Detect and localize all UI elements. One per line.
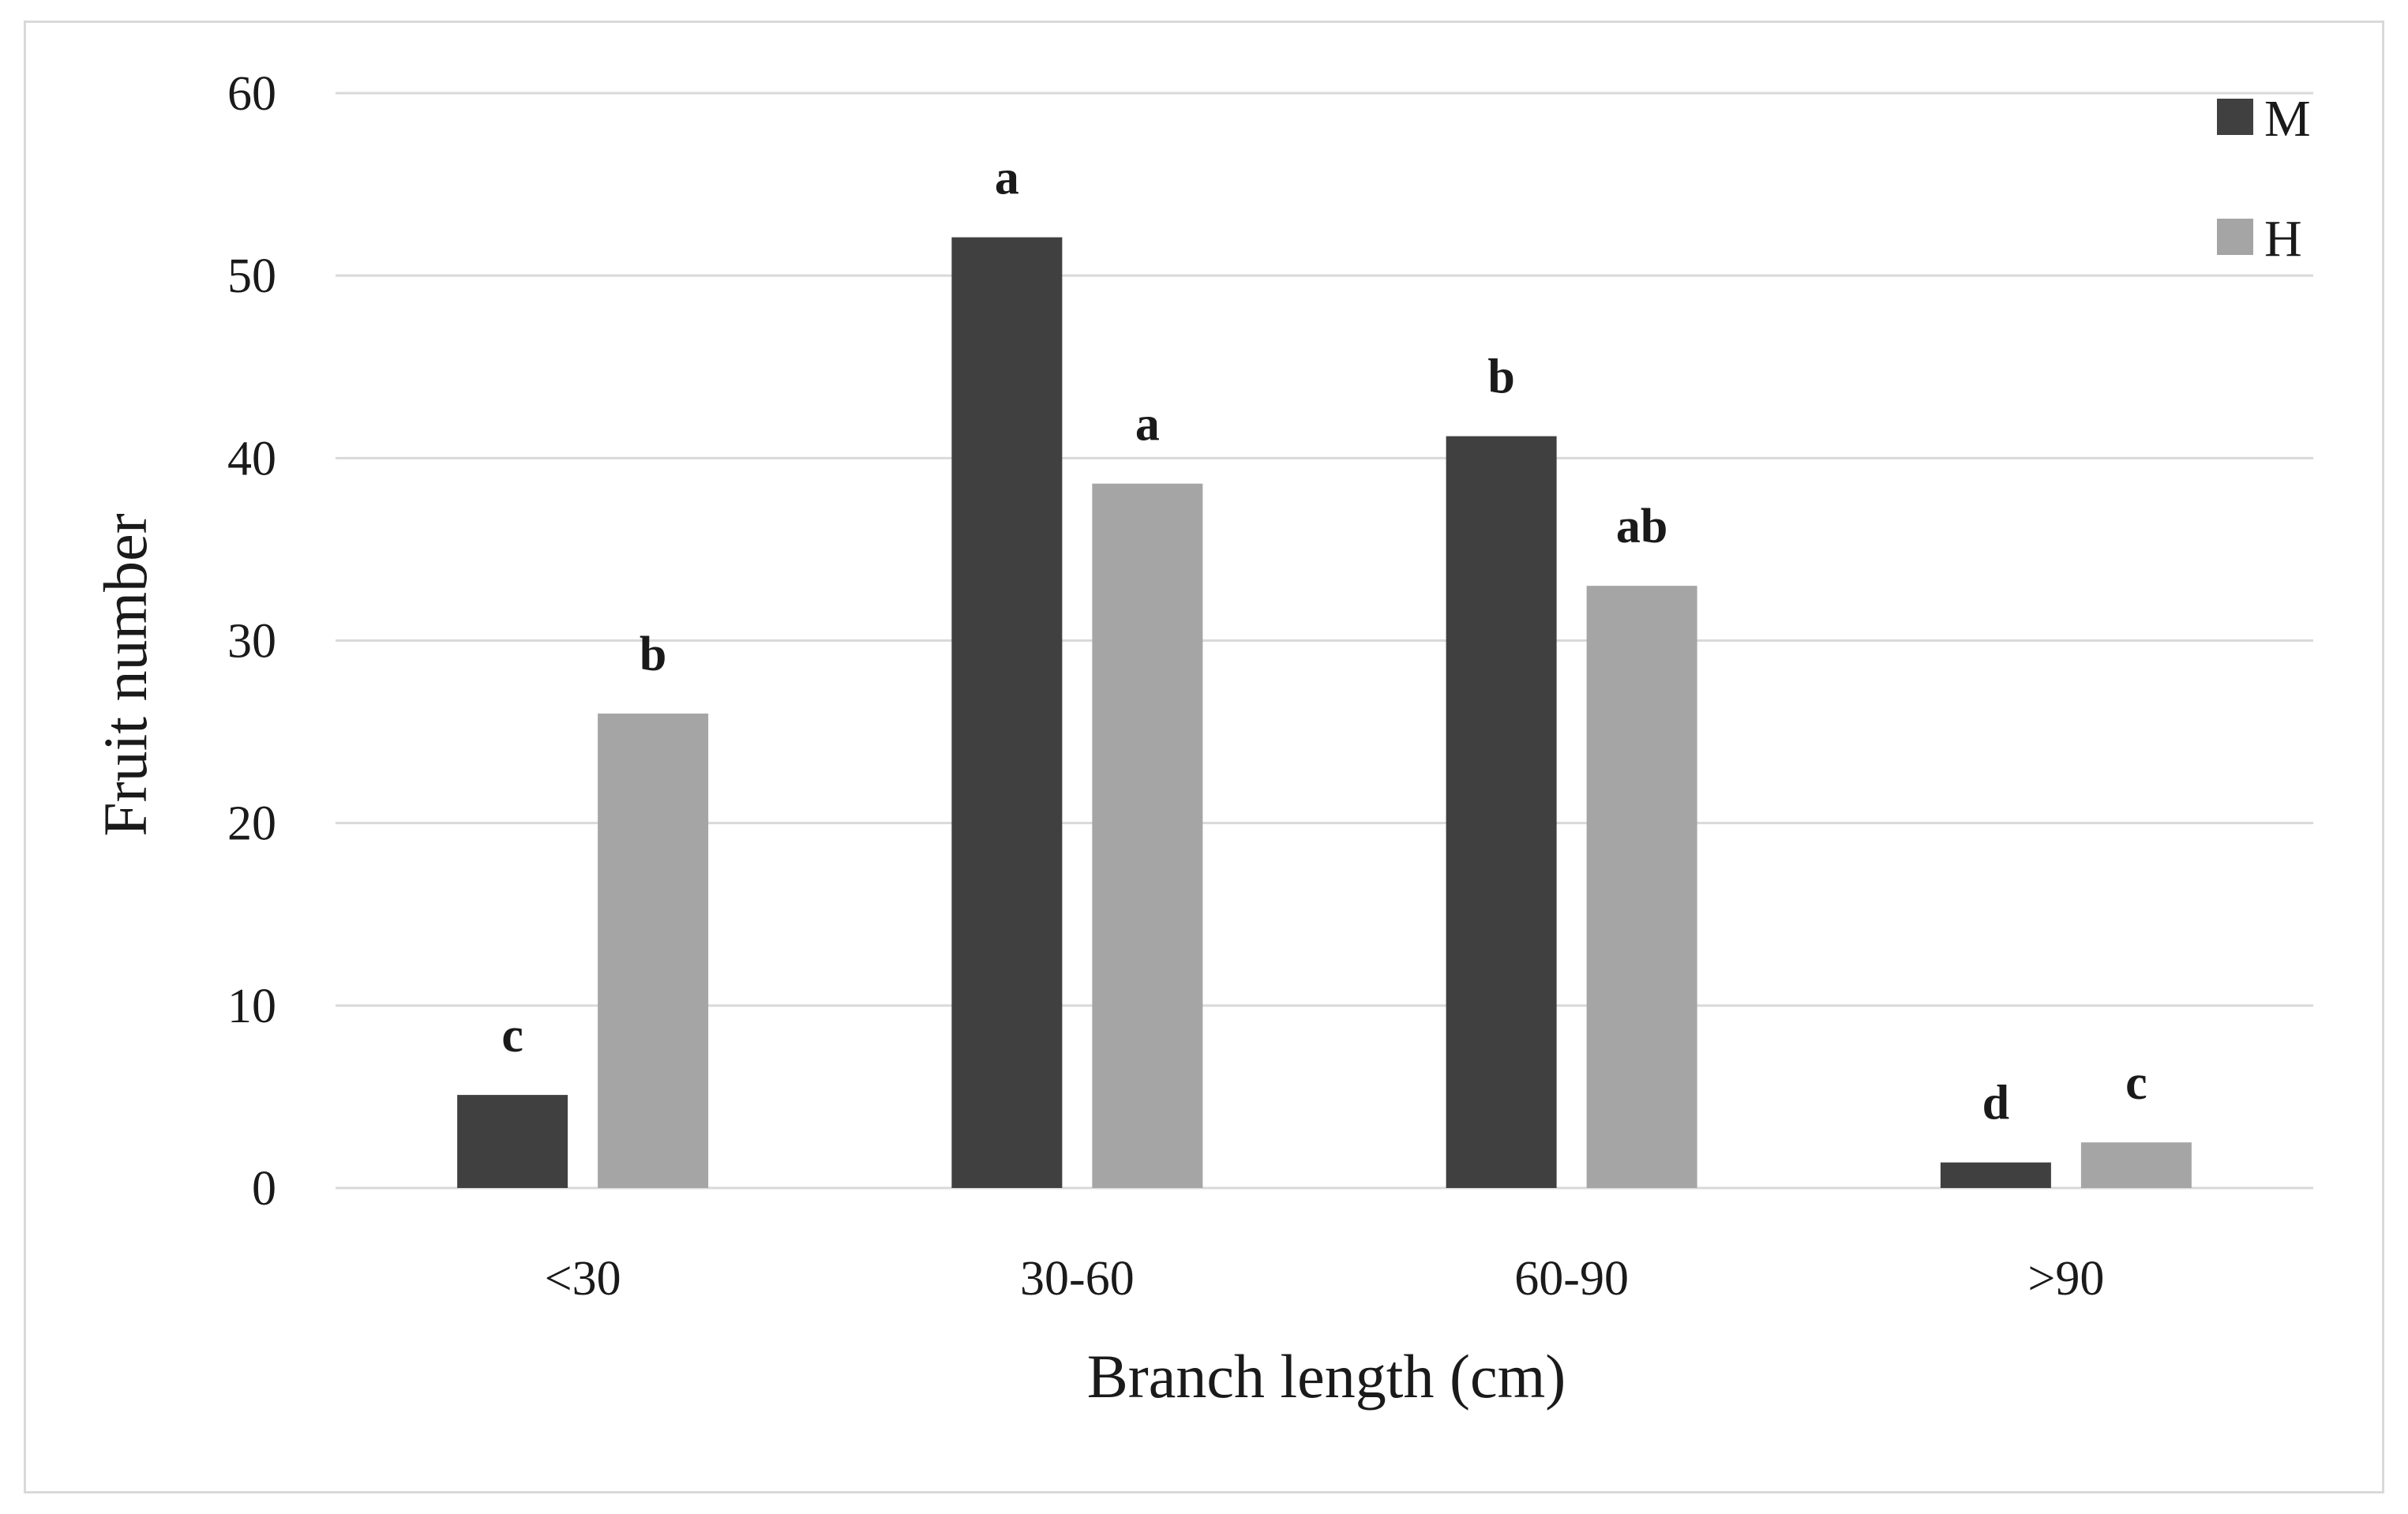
bar-H-3	[2080, 1142, 2192, 1188]
bar-H-1	[1092, 483, 1203, 1188]
bar-M-1	[951, 237, 1063, 1188]
bar-letter-label: a	[1135, 398, 1160, 452]
x-tick-label: 30-60	[1020, 1252, 1135, 1306]
bar-letter-label: c	[2125, 1056, 2147, 1110]
bars	[457, 237, 2192, 1188]
chart-frame	[24, 21, 2384, 1493]
y-axis-title: Fruit number	[91, 513, 159, 836]
bar-M-3	[1940, 1162, 2051, 1188]
bar-M-0	[457, 1095, 568, 1188]
bar-letter-label: c	[501, 1009, 523, 1062]
y-tick-label: 20	[227, 797, 276, 851]
bar-H-2	[1586, 586, 1697, 1188]
bar-letter-label: a	[995, 152, 1019, 205]
bar-letter-label: ab	[1616, 500, 1667, 553]
legend-label: H	[2264, 210, 2302, 268]
legend-swatch-H	[2217, 219, 2253, 255]
bar-letter-label: d	[1982, 1077, 2009, 1130]
bar-H-0	[598, 713, 709, 1188]
x-tick-label: <30	[545, 1252, 621, 1306]
bar-letter-label: b	[1487, 350, 1514, 404]
y-tick-label: 40	[227, 432, 276, 485]
legend-label: M	[2264, 90, 2311, 148]
y-tick-label: 30	[227, 615, 276, 669]
legend: MH	[2217, 90, 2311, 268]
y-tick-label: 0	[252, 1162, 276, 1216]
y-tick-label: 50	[227, 249, 276, 303]
x-axis-title: Branch length (cm)	[1087, 1342, 1566, 1411]
y-axis-ticks: 0 10 20 30 40 50 60	[227, 67, 276, 1216]
bar-M-2	[1446, 436, 1557, 1188]
bar-letter-label: b	[640, 628, 666, 681]
y-tick-label: 60	[227, 67, 276, 121]
legend-swatch-M	[2217, 99, 2253, 135]
x-tick-label: >90	[2027, 1252, 2104, 1306]
x-tick-label: 60-90	[1514, 1252, 1629, 1306]
x-axis-ticks: <30 30-60 60-90 >90	[545, 1252, 2105, 1306]
y-tick-label: 10	[227, 980, 276, 1033]
